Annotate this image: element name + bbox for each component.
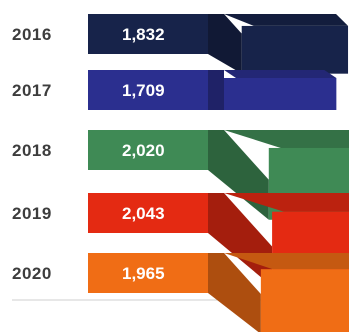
value-label-2019: 2,043 — [122, 204, 165, 223]
bar-front-2018 — [88, 130, 208, 170]
value-label-2016: 1,832 — [122, 25, 165, 44]
bar-top-2017 — [224, 70, 337, 78]
bar-bend-2020 — [208, 253, 261, 332]
value-label-2017: 1,709 — [122, 81, 165, 100]
bar-group-2020: 2020 1,965 — [12, 253, 349, 332]
bar-front-2017 — [88, 70, 208, 110]
bar-front-2016 — [88, 14, 208, 54]
bar-top-2016 — [224, 14, 349, 26]
bar-bend-2016 — [208, 14, 242, 74]
year-label-2020: 2020 — [12, 264, 52, 283]
year-label-2018: 2018 — [12, 141, 52, 160]
bar-front-2020 — [88, 253, 208, 293]
bar-group-2017: 2017 1,709 — [12, 70, 337, 110]
bar-top-2018 — [224, 130, 349, 148]
year-label-2016: 2016 — [12, 25, 52, 44]
value-label-2018: 2,020 — [122, 141, 165, 160]
bar-block-2020 — [260, 269, 349, 332]
year-label-2017: 2017 — [12, 81, 52, 100]
year-label-2019: 2019 — [12, 204, 52, 223]
bar-group-2016: 2016 1,832 — [12, 14, 349, 74]
bar-top-2019 — [224, 193, 349, 212]
bar-bend-2017 — [208, 70, 224, 110]
bar-front-2019 — [88, 193, 208, 233]
bar-top-2020 — [224, 253, 349, 270]
bar-block-2016 — [241, 25, 349, 74]
value-label-2020: 1,965 — [122, 264, 165, 283]
bar-block-2017 — [224, 78, 337, 110]
